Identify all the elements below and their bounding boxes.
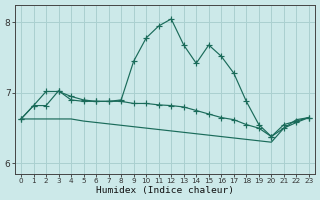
X-axis label: Humidex (Indice chaleur): Humidex (Indice chaleur) bbox=[96, 186, 234, 195]
